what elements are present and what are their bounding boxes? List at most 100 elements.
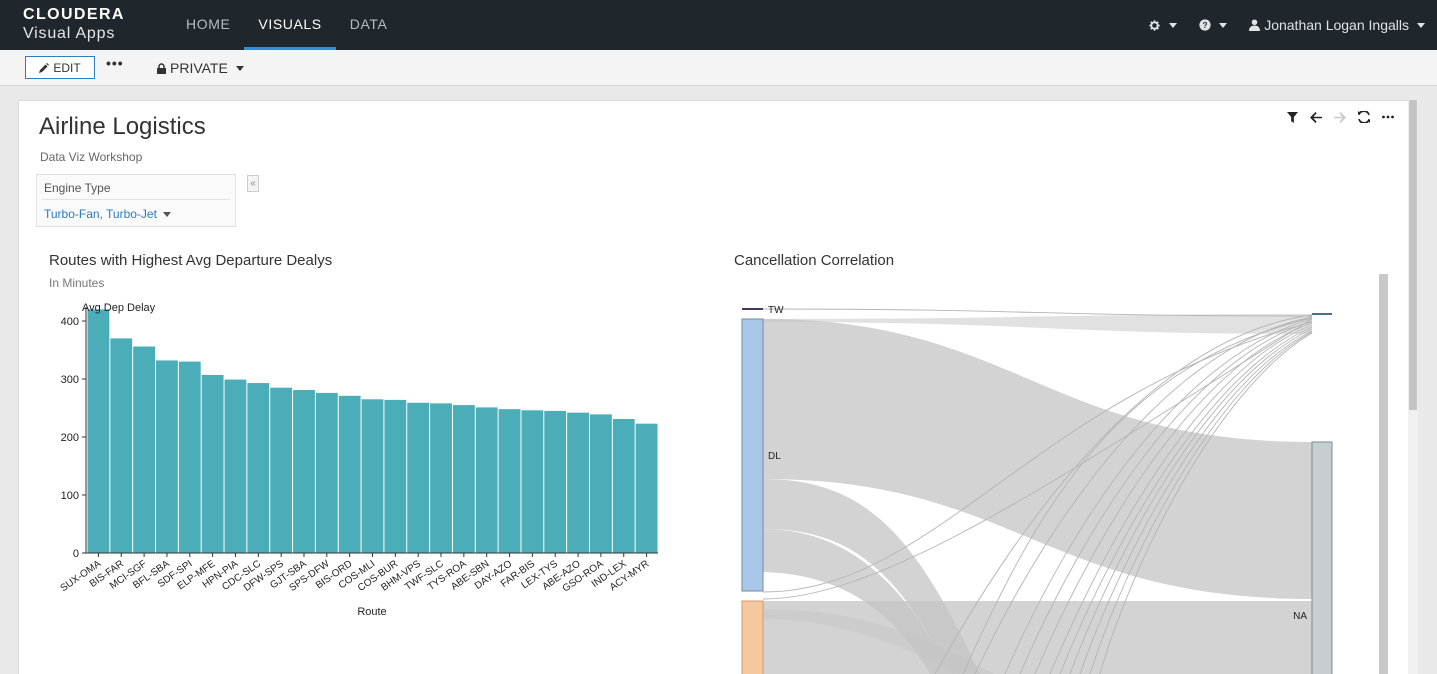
settings-menu[interactable] [1148, 19, 1178, 32]
more-icon[interactable] [1381, 111, 1395, 126]
nav-home[interactable]: HOME [186, 16, 231, 32]
brand-logo[interactable]: CLOUDERA Visual Apps [23, 7, 125, 42]
bar-sux-oma[interactable] [87, 309, 110, 553]
sankey-label-na: NA [1293, 611, 1307, 622]
filter-divider [42, 199, 230, 200]
bar-day-azo[interactable] [498, 409, 521, 553]
privacy-dropdown[interactable]: PRIVATE [157, 60, 244, 76]
bar-lex-tys[interactable] [544, 410, 567, 553]
lock-icon [157, 62, 166, 74]
bar-cos-mli[interactable] [361, 399, 384, 553]
edit-label: EDIT [53, 60, 81, 75]
bar-bis-ord[interactable] [338, 395, 361, 553]
chevron-down-icon [1417, 22, 1425, 28]
sankey-link[interactable] [763, 609, 995, 674]
bar-gso-roa[interactable] [589, 414, 612, 553]
dashboard-tools [1285, 110, 1395, 126]
y-tick-label: 200 [61, 432, 79, 444]
sankey-link[interactable] [763, 601, 1312, 674]
chevron-down-icon [162, 211, 171, 217]
dashboard-subtitle: Data Viz Workshop [40, 150, 143, 164]
sankey-links [763, 314, 1312, 674]
bar-chart-subtitle: In Minutes [49, 276, 105, 290]
filter-icon[interactable] [1285, 111, 1299, 126]
brand-product: Visual Apps [23, 25, 116, 42]
main-nav: HOME VISUALS DATA [172, 0, 401, 50]
bar-ind-lex[interactable] [612, 419, 635, 553]
chevron-down-icon [1169, 22, 1178, 28]
bar-twf-slc[interactable] [430, 403, 452, 553]
sankey-link[interactable] [763, 319, 1312, 599]
svg-text:?: ? [1203, 21, 1208, 30]
bar-dfw-sps[interactable] [270, 387, 293, 553]
dashboard-title: Airline Logistics [39, 113, 206, 140]
nav-right: ? Jonathan Logan Ingalls [1148, 0, 1425, 50]
engine-type-filter: Engine Type Turbo-Fan, Turbo-Jet [36, 174, 236, 227]
bar-cdc-slc[interactable] [247, 383, 270, 553]
user-name: Jonathan Logan Ingalls [1264, 17, 1409, 33]
bar-elp-mfe[interactable] [201, 374, 224, 553]
bar-chart-title: Routes with Highest Avg Departure Dealys [49, 252, 333, 269]
forward-icon[interactable] [1333, 111, 1347, 126]
gear-icon [1149, 19, 1160, 31]
y-tick-label: 400 [61, 316, 79, 328]
more-options-button[interactable]: ••• [106, 55, 124, 71]
double-chevron-left-icon: « [250, 178, 256, 189]
sankey-node-orange[interactable] [741, 600, 764, 674]
edit-button[interactable]: EDIT [25, 56, 95, 79]
sankey-link[interactable] [763, 529, 950, 674]
collapse-filters-button[interactable]: « [247, 175, 259, 192]
sankey-node-na[interactable] [1311, 441, 1333, 674]
bar-cos-bur[interactable] [384, 399, 407, 553]
bar-hpn-pia[interactable] [224, 379, 247, 553]
sankey-chart-title: Cancellation Correlation [734, 252, 895, 269]
bar-far-bis[interactable] [521, 410, 544, 553]
nav-visuals[interactable]: VISUALS [244, 0, 336, 50]
bar-sdf-spi[interactable] [178, 361, 201, 553]
bar-bfl-sba[interactable] [156, 360, 178, 553]
sankey-thin-links [762, 308, 1313, 674]
user-icon [1249, 19, 1261, 31]
bar-bis-far[interactable] [110, 338, 133, 553]
scrollbar-thumb[interactable] [1409, 100, 1417, 410]
sankey-label-tw: TW [768, 305, 784, 316]
x-axis-title: Route [357, 606, 386, 618]
dashboard-toolbar: EDIT ••• PRIVATE [0, 50, 1437, 86]
page-scrollbar[interactable] [1408, 100, 1418, 674]
user-menu[interactable]: Jonathan Logan Ingalls [1249, 17, 1425, 33]
y-tick-label: 0 [73, 548, 79, 560]
bar-gjt-sba[interactable] [293, 390, 315, 553]
y-tick-label: 100 [61, 490, 79, 502]
refresh-icon[interactable] [1357, 110, 1371, 126]
help-menu[interactable]: ? [1199, 19, 1228, 31]
brand-name: CLOUDERA [23, 6, 125, 23]
nav-data[interactable]: DATA [349, 16, 388, 32]
top-navbar: CLOUDERA Visual Apps HOME VISUALS DATA ?… [0, 0, 1437, 50]
help-icon: ? [1199, 19, 1211, 31]
privacy-label: PRIVATE [170, 60, 228, 76]
filter-label: Engine Type [44, 181, 111, 195]
sankey-link[interactable] [763, 314, 1312, 334]
sankey-node-tw[interactable] [742, 308, 763, 310]
back-icon[interactable] [1309, 111, 1323, 126]
bar-tys-roa[interactable] [452, 405, 475, 553]
sankey-label-dl: DL [768, 451, 781, 462]
sankey-chart: TW DL NA [741, 305, 1333, 674]
series-label: Avg Dep Delay [82, 302, 156, 314]
chevron-down-icon [1219, 22, 1228, 28]
sankey-node-top-right[interactable] [1312, 313, 1332, 315]
bar-mci-sgf[interactable] [133, 346, 156, 553]
bar-abe-sbn[interactable] [475, 407, 498, 553]
filter-value: Turbo-Fan, Turbo-Jet [44, 207, 157, 221]
chevron-down-icon [235, 65, 244, 71]
sankey-node-dl[interactable] [741, 318, 764, 592]
bar-acy-myr[interactable] [635, 423, 658, 553]
bar-bhm-vps[interactable] [407, 402, 430, 553]
pencil-icon [39, 62, 50, 73]
filter-value-dropdown[interactable]: Turbo-Fan, Turbo-Jet [44, 207, 171, 221]
chart-scrollbar[interactable] [1379, 274, 1388, 674]
y-tick-label: 300 [61, 374, 79, 386]
bar-sps-dfw[interactable] [315, 392, 338, 553]
bar-abe-azo[interactable] [567, 412, 589, 553]
